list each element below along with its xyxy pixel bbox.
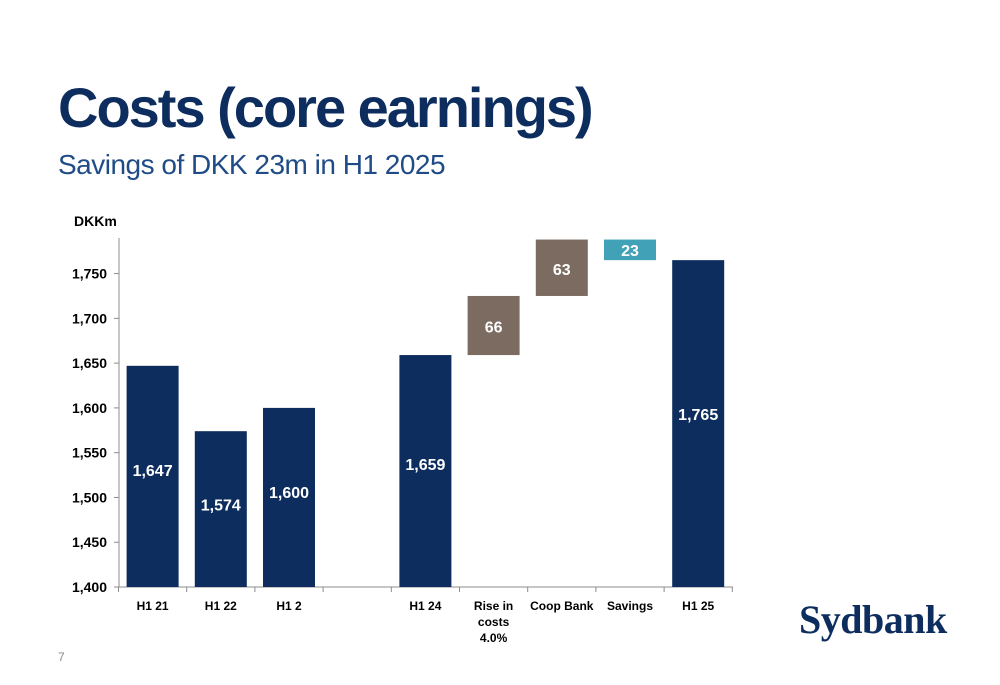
y-tick-label: 1,700 <box>72 310 107 326</box>
page-subtitle: Savings of DKK 23m in H1 2025 <box>58 149 446 180</box>
y-tick-label: 1,500 <box>72 489 107 505</box>
bar-value-label: 1,765 <box>678 407 718 424</box>
x-category-label: Rise in <box>474 599 513 613</box>
bar-value-label: 1,647 <box>133 463 173 480</box>
y-tick-label: 1,750 <box>72 266 107 282</box>
chart-bars <box>126 239 725 587</box>
chart-axes: DKKm 1,400 1,450 1,500 1,550 1,600 1,650 1,700 1… <box>72 213 733 595</box>
bar-value-label: 66 <box>485 320 503 337</box>
savings-bar <box>604 239 656 261</box>
y-tick-label: 1,550 <box>72 445 107 461</box>
x-category-label: Savings <box>607 599 653 613</box>
bar-value-label: 23 <box>621 243 639 260</box>
y-tick-label: 1,400 <box>72 579 107 595</box>
total-bar <box>194 431 247 587</box>
total-bar <box>399 355 452 587</box>
bar-value-label: 63 <box>553 262 571 279</box>
total-bar <box>126 365 179 587</box>
x-category-label: H1 21 <box>137 599 169 613</box>
y-tick-label: 1,600 <box>72 400 107 416</box>
x-category-label: costs <box>478 615 510 629</box>
x-category-label: H1 22 <box>205 599 237 613</box>
total-bar <box>263 407 315 587</box>
y-tick-label: 1,450 <box>72 534 107 550</box>
chart-labels: H1 21 1,647 H1 22 1,574 H1 2 1,600 H1 24 1,659 R… <box>133 243 719 645</box>
increase-bar <box>467 295 520 356</box>
y-axis-unit-label: DKKm <box>74 213 117 229</box>
sydbank-logo: Sydbank <box>799 597 947 642</box>
x-category-label: H1 24 <box>409 599 441 613</box>
x-category-label: 4.0% <box>480 631 508 645</box>
y-tick-label: 1,650 <box>72 355 107 371</box>
x-category-label: Coop Bank <box>530 599 594 613</box>
increase-bar <box>535 239 588 296</box>
total-bar <box>672 260 725 587</box>
page-number: 7 <box>58 650 65 664</box>
bar-value-label: 1,574 <box>201 497 241 514</box>
bar-value-label: 1,600 <box>269 485 309 502</box>
x-category-label: H1 2 <box>276 599 302 613</box>
x-category-label: H1 25 <box>682 599 714 613</box>
page-title: Costs (core earnings) <box>58 76 594 139</box>
bar-value-label: 1,659 <box>405 457 445 474</box>
